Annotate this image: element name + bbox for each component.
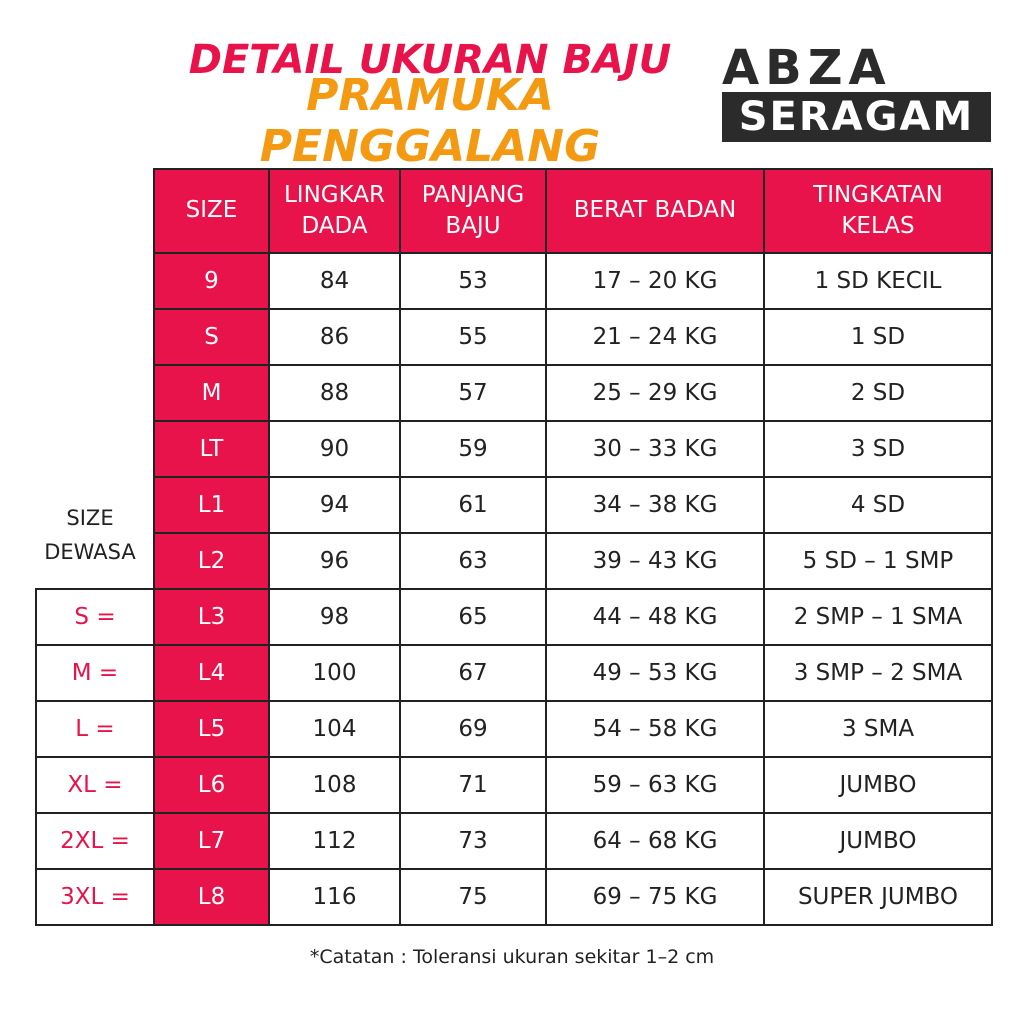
table-cell: 54 – 58 KG xyxy=(545,700,765,758)
title-line1: DETAIL UKURAN BAJU xyxy=(188,37,672,83)
table-cell: 59 xyxy=(399,420,547,478)
table-cell: 2 SMP – 1 SMA xyxy=(763,588,993,646)
table-cell: 44 – 48 KG xyxy=(545,588,765,646)
table-cell: 98 xyxy=(268,588,401,646)
table-cell: 65 xyxy=(399,588,547,646)
table-cell: 17 – 20 KG xyxy=(545,252,765,310)
column-header: BERAT BADAN xyxy=(545,168,765,254)
size-cell: 9 xyxy=(153,252,270,310)
title-line2: PRAMUKA PENGGALANG xyxy=(259,70,601,172)
table-cell: 73 xyxy=(399,812,547,870)
table-cell: 112 xyxy=(268,812,401,870)
table-cell: 1 SD KECIL xyxy=(763,252,993,310)
adult-size: 2XL = xyxy=(35,812,155,870)
adult-label: SIZE DEWASA xyxy=(44,506,136,564)
size-cell: M xyxy=(153,364,270,422)
table-cell: 34 – 38 KG xyxy=(545,476,765,534)
table-cell: 55 xyxy=(399,308,547,366)
table-cell: 90 xyxy=(268,420,401,478)
size-cell: S xyxy=(153,308,270,366)
table-cell: 61 xyxy=(399,476,547,534)
table-cell: 69 – 75 KG xyxy=(545,868,765,926)
table-cell: SUPER JUMBO xyxy=(763,868,993,926)
adult-size: L = xyxy=(35,700,155,758)
table-cell: 21 – 24 KG xyxy=(545,308,765,366)
adult-size: M = xyxy=(35,644,155,702)
table-cell: 96 xyxy=(268,532,401,590)
table-cell: 3 SMA xyxy=(763,700,993,758)
adult-size: S = xyxy=(35,588,155,646)
table-cell: 100 xyxy=(268,644,401,702)
size-cell: L5 xyxy=(153,700,270,758)
size-cell: LT xyxy=(153,420,270,478)
table-cell: 5 SD – 1 SMP xyxy=(763,532,993,590)
table-cell: 63 xyxy=(399,532,547,590)
table-cell: 49 – 53 KG xyxy=(545,644,765,702)
column-header: SIZE xyxy=(153,168,270,254)
size-cell: L4 xyxy=(153,644,270,702)
table-cell: 86 xyxy=(268,308,401,366)
table-cell: 3 SD xyxy=(763,420,993,478)
logo-top: ABZA xyxy=(722,40,892,96)
table-cell: 57 xyxy=(399,364,547,422)
table-cell: 75 xyxy=(399,868,547,926)
note: *Catatan : Toleransi ukuran sekitar 1–2 … xyxy=(309,946,715,968)
size-cell: L7 xyxy=(153,812,270,870)
table-cell: 104 xyxy=(268,700,401,758)
table-cell: 59 – 63 KG xyxy=(545,756,765,814)
column-header: PANJANG BAJU xyxy=(399,168,547,254)
size-cell: L8 xyxy=(153,868,270,926)
table-cell: 25 – 29 KG xyxy=(545,364,765,422)
table-cell: 39 – 43 KG xyxy=(545,532,765,590)
table-cell: 2 SD xyxy=(763,364,993,422)
column-header: LINGKAR DADA xyxy=(268,168,401,254)
column-header: TINGKATAN KELAS xyxy=(763,168,993,254)
table-cell: 71 xyxy=(399,756,547,814)
table-cell: 64 – 68 KG xyxy=(545,812,765,870)
table-cell: 108 xyxy=(268,756,401,814)
table-cell: 67 xyxy=(399,644,547,702)
size-cell: L6 xyxy=(153,756,270,814)
size-cell: L2 xyxy=(153,532,270,590)
table-cell: 94 xyxy=(268,476,401,534)
table-cell: 69 xyxy=(399,700,547,758)
table-cell: 30 – 33 KG xyxy=(545,420,765,478)
size-cell: L3 xyxy=(153,588,270,646)
table-cell: 116 xyxy=(268,868,401,926)
table-cell: 4 SD xyxy=(763,476,993,534)
size-cell: L1 xyxy=(153,476,270,534)
table-cell: 1 SD xyxy=(763,308,993,366)
table-cell: 3 SMP – 2 SMA xyxy=(763,644,993,702)
table-cell: JUMBO xyxy=(763,756,993,814)
table-cell: 53 xyxy=(399,252,547,310)
table-cell: 84 xyxy=(268,252,401,310)
adult-size: XL = xyxy=(35,756,155,814)
logo-bottom: SERAGAM xyxy=(722,92,991,142)
adult-size: 3XL = xyxy=(35,868,155,926)
table-cell: 88 xyxy=(268,364,401,422)
table-cell: JUMBO xyxy=(763,812,993,870)
